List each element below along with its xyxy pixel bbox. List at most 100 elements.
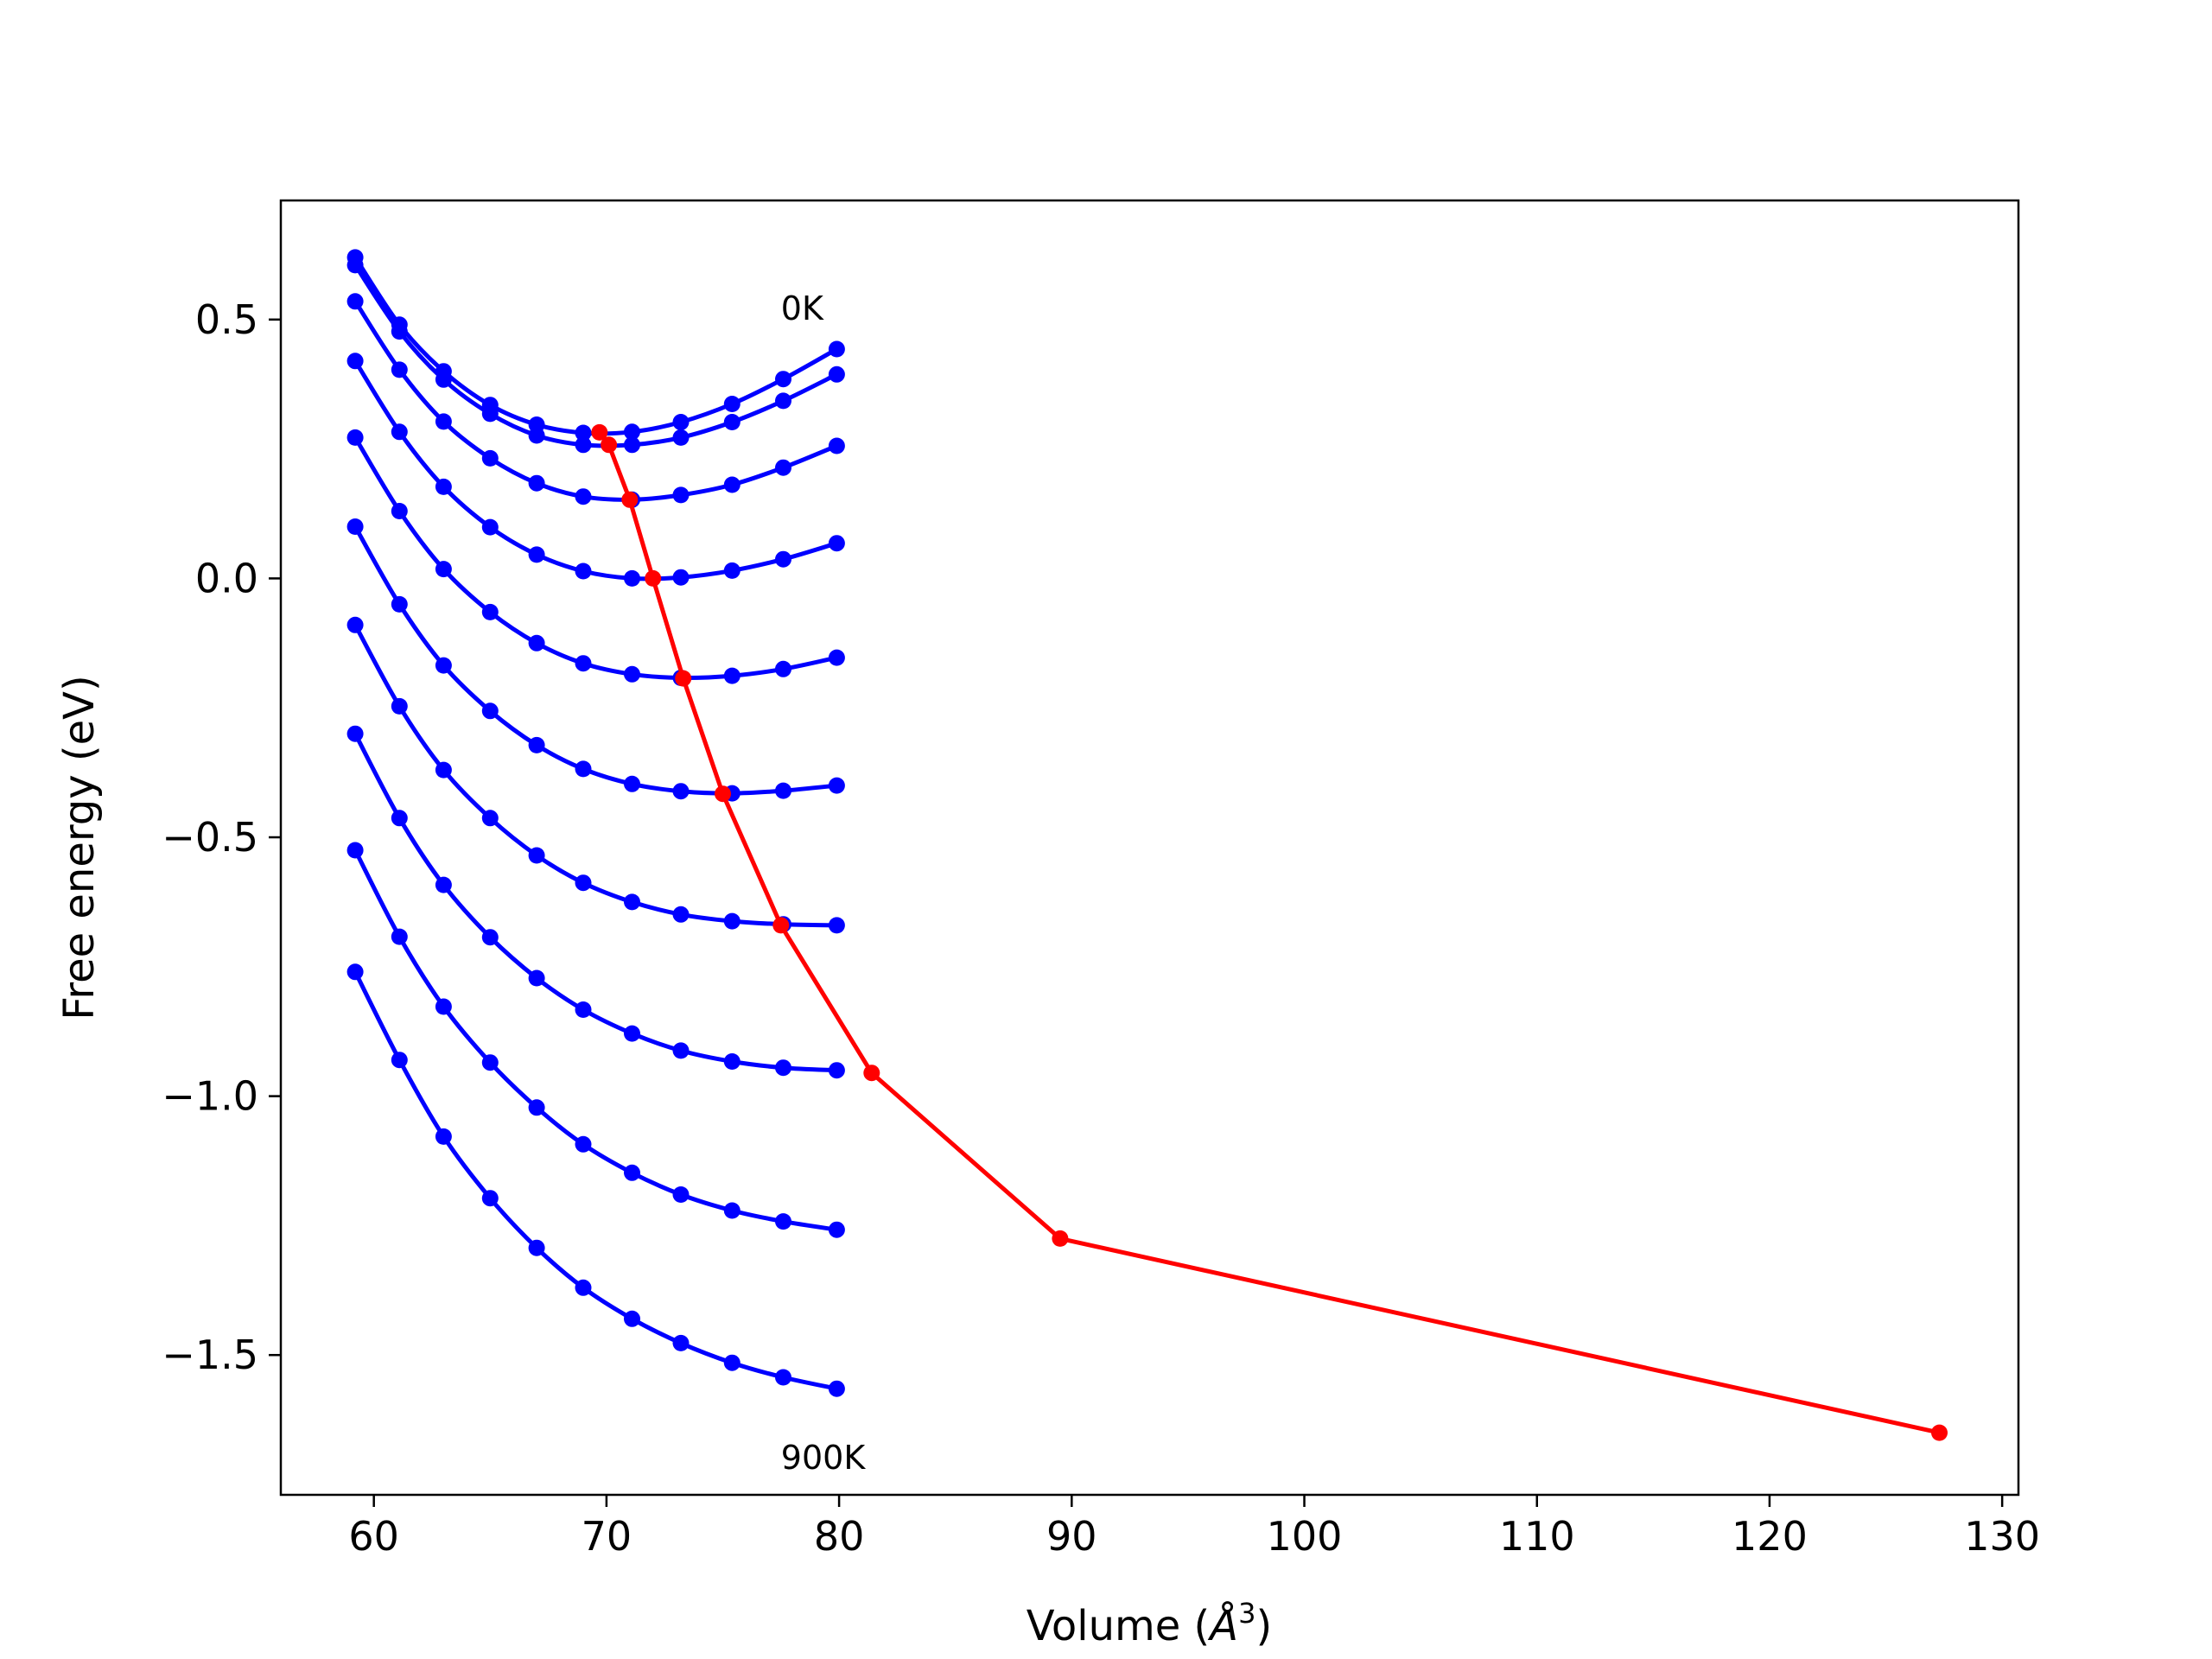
data-point bbox=[346, 842, 364, 859]
data-point bbox=[672, 569, 690, 586]
data-point bbox=[723, 396, 741, 412]
minima-point bbox=[601, 436, 618, 454]
data-point bbox=[435, 998, 452, 1015]
data-point bbox=[391, 697, 408, 715]
data-point bbox=[391, 361, 408, 378]
data-point bbox=[346, 963, 364, 981]
series-4 bbox=[346, 429, 845, 686]
data-point bbox=[624, 569, 640, 587]
data-point bbox=[528, 969, 545, 987]
data-point bbox=[672, 783, 690, 800]
data-point bbox=[624, 423, 640, 441]
data-point bbox=[481, 449, 499, 467]
data-point bbox=[481, 518, 499, 536]
data-point bbox=[346, 518, 364, 535]
data-point bbox=[624, 436, 640, 454]
data-point bbox=[575, 563, 592, 580]
data-point bbox=[775, 1059, 791, 1077]
minima-point bbox=[645, 569, 662, 587]
temperature-annotation: 900K bbox=[781, 1439, 867, 1477]
minima-point bbox=[1052, 1230, 1069, 1247]
data-point bbox=[528, 474, 545, 492]
minima-point bbox=[715, 785, 731, 803]
data-point bbox=[775, 1369, 791, 1386]
data-point bbox=[828, 777, 845, 794]
data-point bbox=[775, 459, 791, 476]
data-point bbox=[672, 1042, 690, 1059]
y-tick-label: −0.5 bbox=[162, 814, 258, 861]
data-point bbox=[624, 1025, 640, 1042]
data-point bbox=[624, 665, 640, 683]
data-point bbox=[391, 503, 408, 519]
data-point bbox=[346, 616, 364, 633]
data-point bbox=[575, 760, 592, 778]
data-point bbox=[575, 424, 592, 442]
x-tick-label: 90 bbox=[1046, 1513, 1097, 1560]
data-point bbox=[828, 340, 845, 358]
data-point bbox=[435, 478, 452, 495]
data-point bbox=[828, 535, 845, 552]
y-axis-ticks: 0.5 0.0 −0.5 −1.0 −1.5 bbox=[162, 296, 281, 1378]
annotation-layer: 0K 900K bbox=[781, 289, 867, 1477]
data-point bbox=[723, 1354, 741, 1371]
data-point bbox=[723, 1053, 741, 1070]
data-point bbox=[575, 1135, 592, 1153]
data-point bbox=[828, 917, 845, 934]
data-point bbox=[775, 660, 791, 677]
data-point bbox=[481, 702, 499, 720]
x-tick-label: 60 bbox=[348, 1513, 399, 1560]
data-point bbox=[723, 562, 741, 579]
data-point bbox=[624, 775, 640, 792]
data-point bbox=[672, 414, 690, 430]
data-point bbox=[481, 1054, 499, 1071]
data-point bbox=[575, 874, 592, 892]
y-tick-label: 0.5 bbox=[195, 296, 258, 343]
x-tick-label: 110 bbox=[1499, 1513, 1575, 1560]
x-tick-label: 120 bbox=[1732, 1513, 1808, 1560]
data-point bbox=[481, 1190, 499, 1207]
data-point bbox=[391, 928, 408, 945]
data-point bbox=[624, 1164, 640, 1181]
y-tick-label: −1.0 bbox=[162, 1073, 258, 1120]
data-point bbox=[528, 736, 545, 753]
series-8 bbox=[346, 842, 845, 1238]
series-9 bbox=[346, 963, 845, 1397]
x-tick-label: 130 bbox=[1964, 1513, 2040, 1560]
data-point bbox=[723, 414, 741, 430]
data-point bbox=[672, 429, 690, 446]
data-point bbox=[481, 810, 499, 827]
series-1 bbox=[346, 257, 845, 454]
data-point bbox=[346, 429, 364, 446]
minima-point bbox=[675, 670, 692, 687]
minima-point bbox=[591, 423, 608, 441]
data-point bbox=[775, 371, 791, 388]
y-tick-label: 0.0 bbox=[195, 555, 258, 601]
data-point bbox=[435, 657, 452, 674]
data-point bbox=[346, 257, 364, 274]
data-point bbox=[435, 761, 452, 779]
minima-point bbox=[863, 1065, 880, 1082]
data-point bbox=[528, 1239, 545, 1256]
data-point bbox=[723, 912, 741, 930]
data-point bbox=[391, 323, 408, 340]
data-point bbox=[672, 1186, 690, 1203]
data-point bbox=[391, 595, 408, 613]
data-point bbox=[828, 649, 845, 666]
minima-point bbox=[621, 491, 639, 508]
data-point bbox=[672, 906, 690, 923]
data-point bbox=[528, 847, 545, 864]
data-point bbox=[481, 603, 499, 620]
x-tick-label: 100 bbox=[1267, 1513, 1343, 1560]
series-3 bbox=[346, 353, 845, 587]
series-layer bbox=[346, 249, 845, 1397]
series-7 bbox=[346, 725, 845, 1079]
data-point bbox=[828, 1221, 845, 1238]
data-point bbox=[828, 1380, 845, 1397]
series-0 bbox=[346, 249, 845, 442]
data-point bbox=[346, 725, 364, 742]
x-tick-label: 80 bbox=[814, 1513, 865, 1560]
data-point bbox=[575, 488, 592, 505]
data-point bbox=[672, 486, 690, 504]
data-point bbox=[575, 1001, 592, 1018]
